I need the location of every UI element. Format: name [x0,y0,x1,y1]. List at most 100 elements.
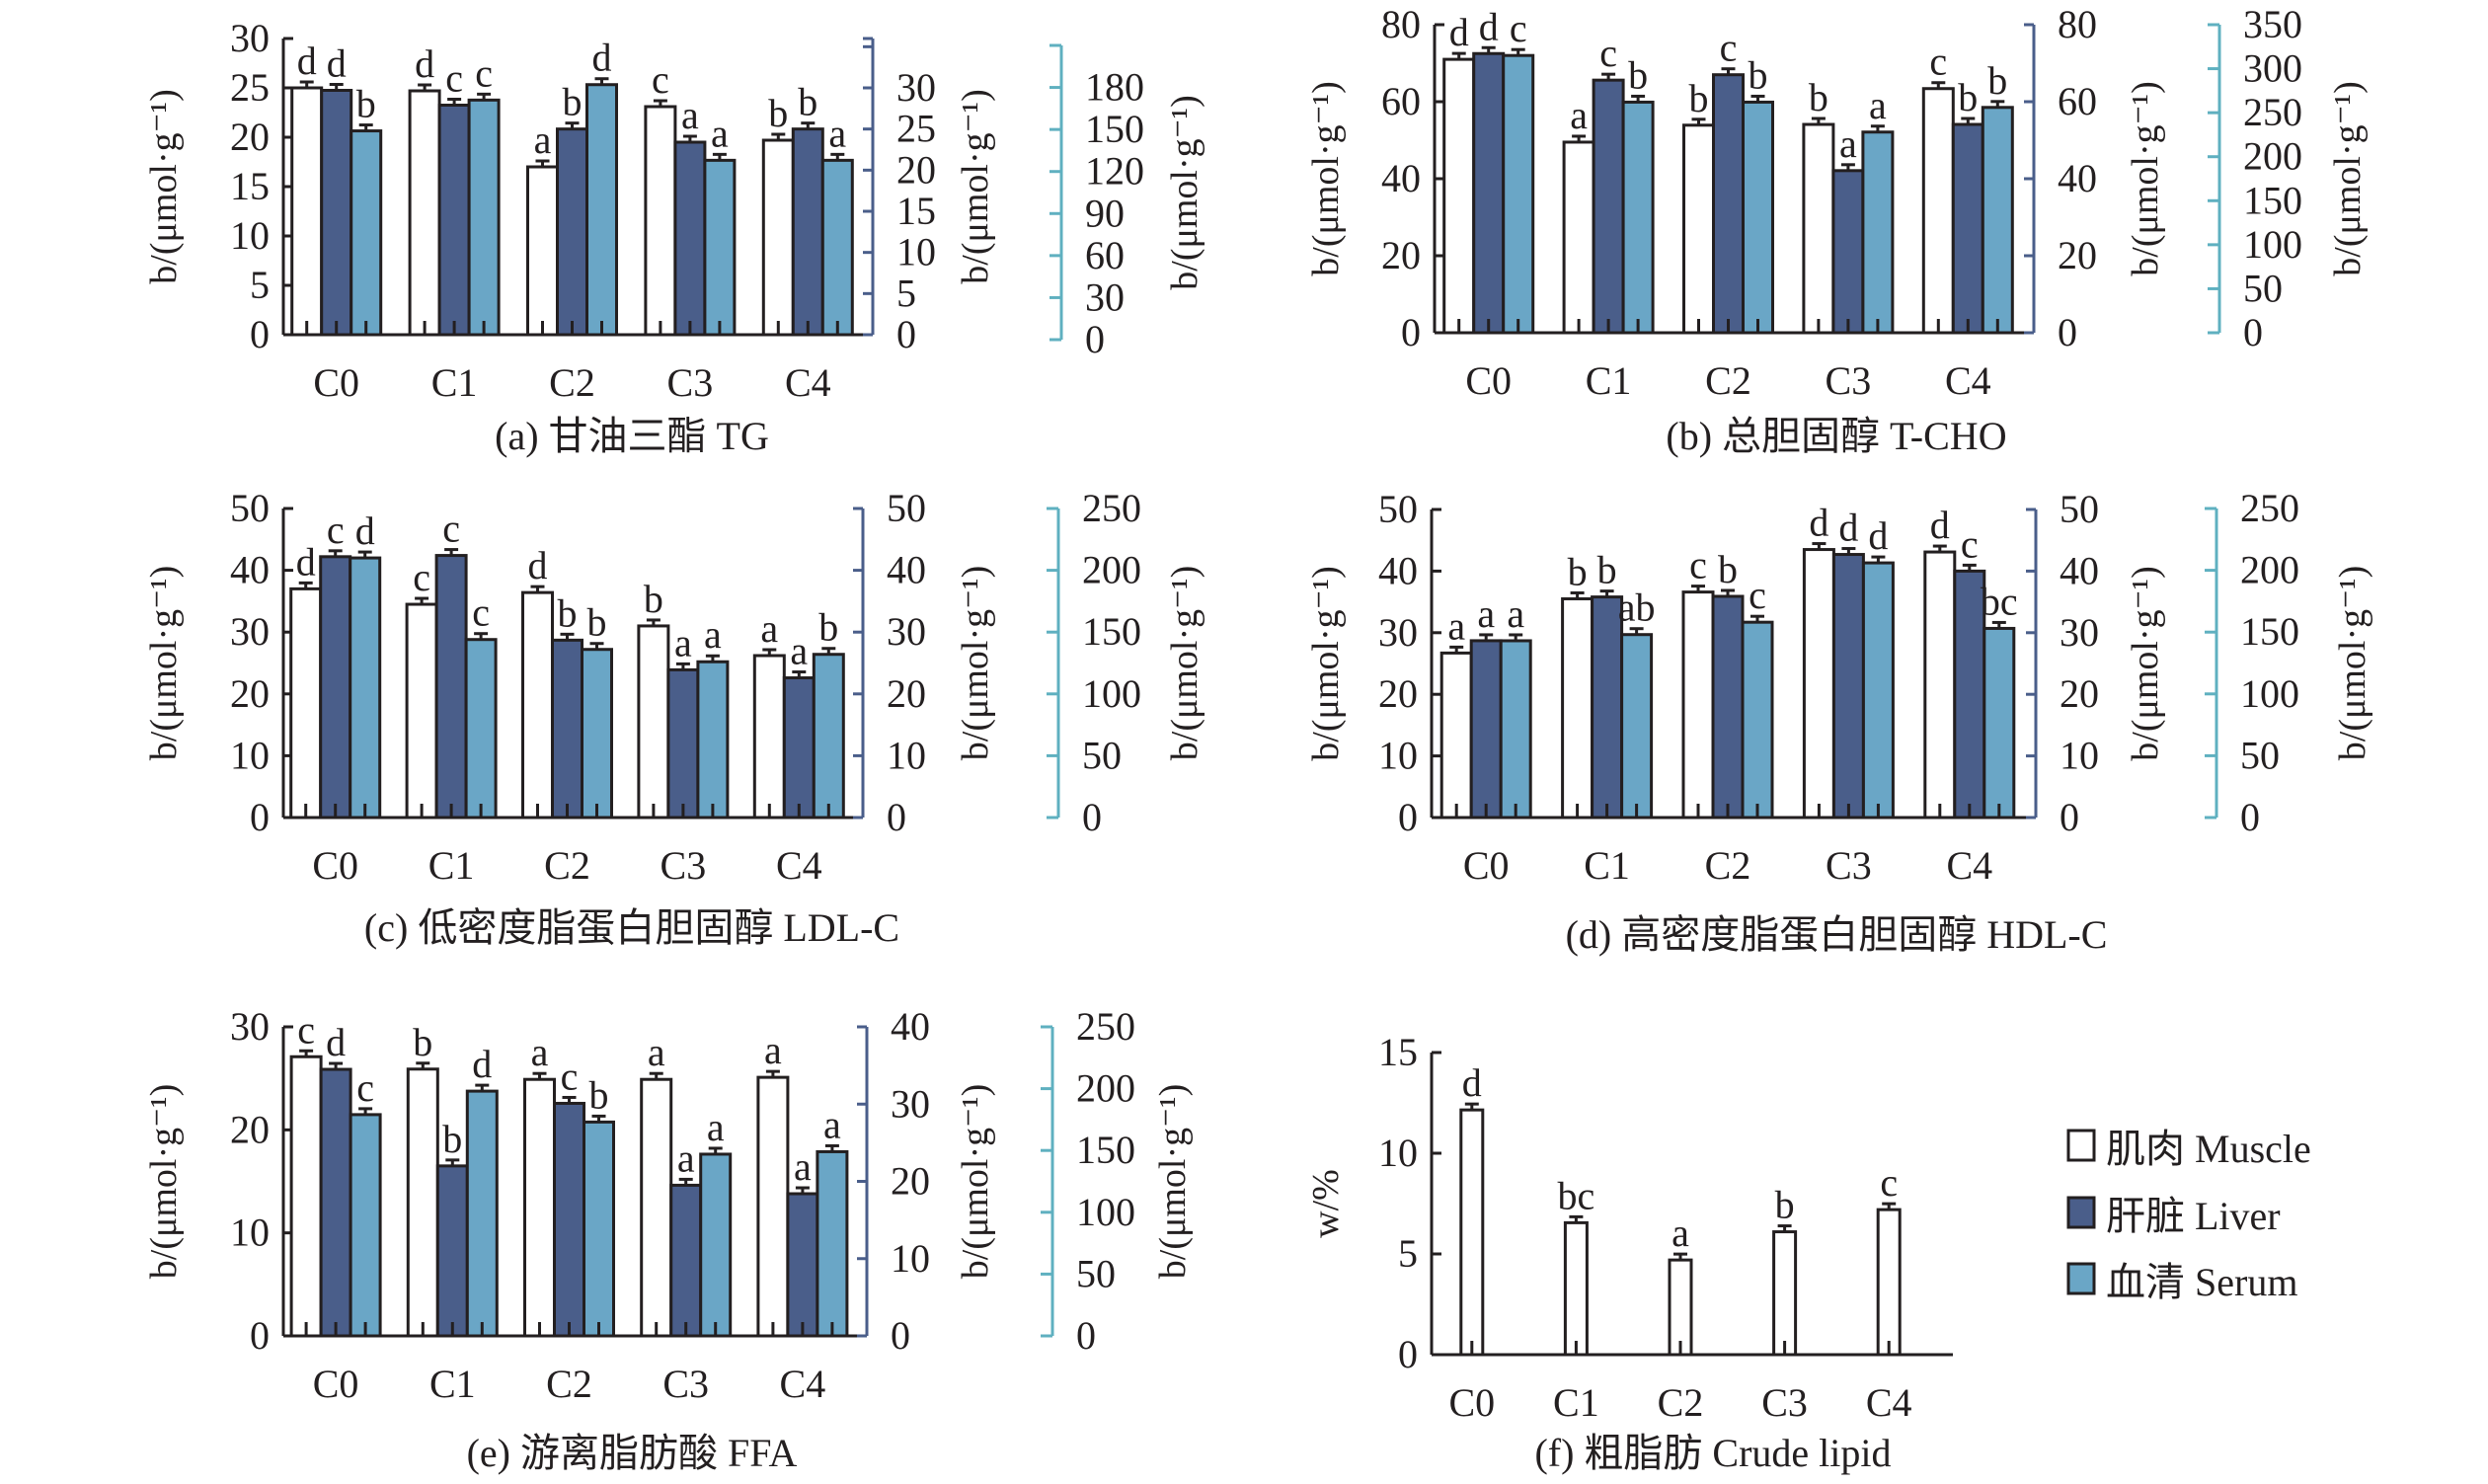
y-tick-label-liver: 30 [896,65,936,110]
y-axis-title-left: b/(μmol·g⁻¹) [143,566,185,760]
y-axis-title-serum: b/(μmol·g⁻¹) [2332,566,2373,760]
significance-label: c [413,555,430,599]
significance-label: a [674,620,692,664]
bar-liver [434,554,468,820]
x-tick-label: C3 [662,1362,709,1406]
bar-serum [820,158,854,337]
bar-muscle [1682,123,1715,335]
y-tick-label-liver: 20 [887,671,926,716]
bar-serum [816,1149,849,1338]
significance-label: a [823,1102,841,1146]
bar-muscle [1442,57,1476,335]
significance-label: b [1689,76,1709,120]
y-tick-label-left: 30 [230,1004,270,1049]
y-tick-label-serum: 300 [2243,46,2302,91]
significance-label: b [1987,58,2007,103]
significance-label: a [1839,121,1857,166]
x-tick-label: C1 [1553,1380,1599,1425]
y-tick-label-liver: 50 [2060,487,2099,531]
y-tick-label-liver: 0 [2060,795,2079,839]
y-tick-label-liver: 30 [2060,610,2099,655]
significance-label: d [415,41,434,86]
significance-label: c [297,1007,315,1052]
bar-liver [1831,169,1865,335]
y-tick-label-liver: 60 [2058,79,2097,123]
bar-muscle [1802,122,1835,335]
y-tick-label-serum: 100 [2240,671,2299,716]
y-tick-label-left: 0 [1401,310,1421,354]
y-tick-label-liver: 30 [887,609,926,654]
significance-label: a [764,1028,782,1072]
y-axis-title-liver: b/(μmol·g⁻¹) [2125,566,2166,760]
bar-liver [1831,553,1865,820]
significance-label: d [297,39,317,83]
y-tick-label-liver: 25 [896,107,936,151]
significance-label: b [1775,1183,1795,1227]
chart-panel-d: 0 10 20 30 40 50 b/(μmol·g⁻¹) 0 10 20 30 40 50 b/(μmo… [1305,486,2373,957]
y-tick-label-liver: 10 [896,230,936,274]
x-tick-label: C2 [544,843,590,888]
x-tick-label: C2 [1658,1380,1704,1425]
bar-muscle [289,586,323,820]
x-tick-label: C3 [667,360,714,405]
significance-label: d [1449,10,1469,54]
significance-label: b [563,80,583,124]
bar-muscle [1562,140,1595,335]
significance-label: d [1930,503,1950,547]
significance-label: a [531,1030,549,1074]
significance-label: c [1510,6,1527,50]
x-tick-label: C2 [1705,843,1751,888]
significance-label: d [528,543,548,587]
bar-serum [812,653,845,820]
x-tick-label: C0 [312,843,358,888]
y-tick-label-serum: 250 [2243,90,2302,134]
significance-label: a [704,612,722,657]
y-tick-label-left: 5 [1398,1231,1418,1276]
legend-item-serum: 血清 Serum [2066,1260,2297,1304]
y-tick-label-left: 10 [1378,1131,1418,1175]
y-tick-label-left: 25 [230,65,270,110]
y-tick-label-left: 10 [230,213,270,258]
bar-liver [1951,122,1984,335]
significance-label: c [1720,26,1738,70]
y-tick-label-left: 10 [230,733,270,777]
significance-label: c [1599,31,1617,75]
bar-serum [585,83,618,337]
significance-label: a [828,111,846,155]
significance-label: d [326,1020,346,1064]
bar-serum [350,129,383,337]
significance-label: a [707,1105,725,1149]
significance-label: b [1568,549,1588,593]
y-tick-label-liver: 20 [2058,233,2097,277]
significance-label: a [1477,591,1495,636]
y-tick-label-left: 10 [230,1211,270,1255]
chart-caption: (f) 粗脂肪 Crude lipid [1534,1431,1891,1475]
bar-muscle [1563,1220,1589,1357]
y-tick-label-serum: 150 [2243,178,2302,222]
y-axis-title-left: b/(μmol·g⁻¹) [1305,81,1347,275]
y-tick-label-left: 50 [230,486,270,530]
significance-label: a [1507,591,1524,636]
significance-label: a [534,117,552,162]
significance-label: c [1961,521,1979,566]
y-tick-label-liver: 0 [896,312,916,356]
y-tick-label-liver: 15 [896,189,936,233]
significance-label: a [1447,603,1465,648]
y-tick-label-serum: 150 [1085,107,1144,151]
y-tick-label-left: 0 [1398,1332,1418,1376]
bar-muscle [644,105,677,337]
x-tick-label: C1 [431,360,478,405]
y-tick-label-serum: 0 [2243,310,2263,354]
x-tick-label: C1 [429,1362,476,1406]
significance-label: d [327,41,347,86]
y-tick-label-serum: 100 [1082,671,1141,716]
bar-liver [1469,639,1503,820]
significance-label: bc [1981,579,2018,623]
significance-label: d [1462,1060,1482,1105]
legend-swatch-serum [2066,1262,2096,1295]
bar-liver [786,1192,819,1338]
y-tick-label-left: 40 [1378,548,1418,592]
significance-label: ab [1618,586,1656,630]
significance-label: b [589,1072,609,1117]
y-tick-label-serum: 150 [1082,609,1141,654]
